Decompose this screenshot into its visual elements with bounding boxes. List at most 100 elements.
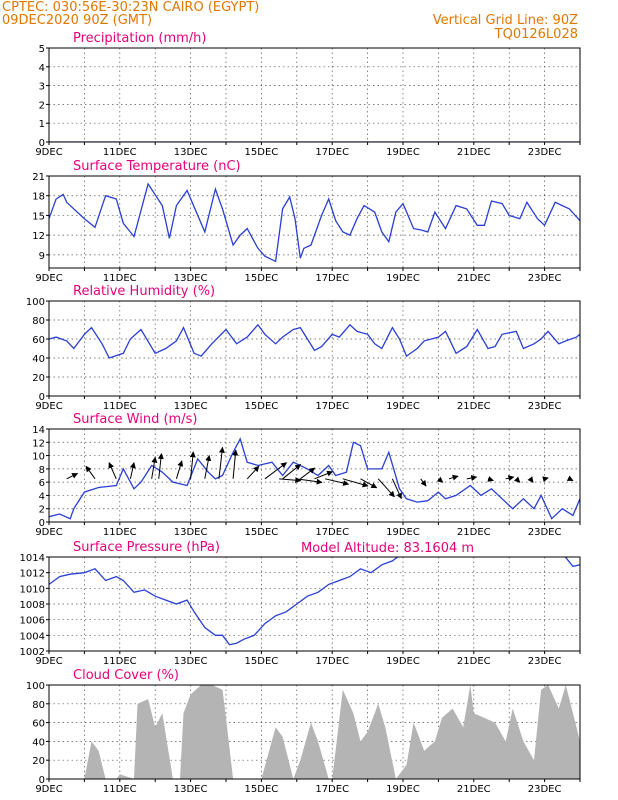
- wind-arrow: [420, 478, 427, 487]
- y-tick-label: 80: [32, 700, 45, 711]
- series-line: [49, 323, 580, 359]
- panel-title: Cloud Cover (%): [73, 668, 179, 683]
- x-tick-label: 13DEC: [174, 784, 208, 795]
- y-tick-label: 40: [32, 354, 45, 365]
- y-tick-label: 2: [39, 100, 45, 111]
- wind-arrow: [527, 476, 534, 483]
- x-tick-label: 23DEC: [528, 147, 562, 158]
- station-header: CPTEC: 030:56E-30:23N CAIRO (EGYPT): [2, 0, 259, 15]
- series-line: [49, 557, 580, 646]
- x-tick-label: 17DEC: [315, 656, 349, 667]
- panel-title: Surface Pressure (hPa): [73, 540, 220, 555]
- x-tick-label: 19DEC: [386, 401, 420, 412]
- wind-arrow: [314, 470, 334, 480]
- x-tick-label: 21DEC: [457, 401, 491, 412]
- run-id: TQ0126L028: [494, 27, 578, 42]
- y-tick-label: 9: [39, 251, 45, 262]
- panel-surface-pressure: Surface Pressure (hPa) 1002 1004 1006 1008 10…: [20, 540, 581, 667]
- wind-arrow: [151, 456, 158, 479]
- wind-arrow: [85, 465, 96, 480]
- grid: [49, 557, 580, 651]
- plot-frame: [48, 47, 581, 143]
- wind-arrow: [448, 474, 459, 481]
- series: [49, 685, 580, 779]
- wind-arrows: [66, 446, 574, 500]
- wind-arrow: [391, 478, 402, 500]
- x-tick-label: 9DEC: [35, 273, 62, 284]
- x-tick-label: 23DEC: [528, 656, 562, 667]
- panel-surface-temperature: Surface Temperature (nC) 9 12 15 18 21 9DEC 11D…: [32, 159, 581, 284]
- x-tick-label: 11DEC: [103, 784, 137, 795]
- y-tick-label: 60: [32, 719, 45, 730]
- wind-arrow: [175, 460, 184, 479]
- x-tick-label: 9DEC: [35, 401, 62, 412]
- plot-frame: [48, 175, 581, 269]
- y-tick-label: 20: [32, 373, 45, 384]
- x-tick-label: 13DEC: [174, 401, 208, 412]
- grid: [49, 176, 580, 268]
- x-tick-label: 15DEC: [245, 147, 279, 158]
- x-tick-label: 11DEC: [103, 273, 137, 284]
- wind-arrow: [218, 446, 225, 479]
- panel-surface-wind: Surface Wind (m/s) 0 2 4 6 8 10 12 14 9DEC 11DEC 13…: [32, 412, 581, 538]
- y-tick-label: 12: [32, 231, 45, 242]
- wind-arrow: [342, 478, 369, 488]
- x-tick-label: 11DEC: [103, 401, 137, 412]
- wind-arrow: [264, 462, 288, 480]
- y-tick-label: 14: [32, 425, 45, 436]
- y-tick-label: 0: [39, 392, 45, 403]
- wind-arrow: [300, 467, 316, 480]
- y-tick-label: 60: [32, 335, 45, 346]
- y-tick-label: 20: [32, 756, 45, 767]
- y-tick-label: 1004: [20, 631, 45, 642]
- y-tick-label: 100: [26, 681, 45, 692]
- panel-cloud-cover: Cloud Cover (%) 0 20 40 60 80 100 9DEC 11DEC 13DE…: [26, 668, 581, 795]
- x-tick-label: 11DEC: [103, 147, 137, 158]
- plot-frame: [48, 300, 581, 397]
- y-tick-label: 1008: [20, 600, 45, 611]
- grid: [49, 48, 580, 142]
- series: [49, 557, 580, 646]
- panel-title: Surface Wind (m/s): [73, 412, 197, 427]
- wind-arrow: [296, 478, 323, 485]
- x-tick-label: 19DEC: [386, 147, 420, 158]
- wind-arrow: [129, 462, 136, 479]
- x-tick-label: 9DEC: [35, 147, 62, 158]
- y-tick-label: 8: [39, 465, 45, 476]
- x-tick-label: 19DEC: [386, 527, 420, 538]
- panel-title: Relative Humidity (%): [73, 284, 215, 299]
- x-tick-label: 23DEC: [528, 784, 562, 795]
- x-tick-label: 19DEC: [386, 656, 420, 667]
- x-tick-label: 17DEC: [315, 401, 349, 412]
- panel-title: Surface Temperature (nC): [73, 159, 241, 174]
- x-tick-label: 9DEC: [35, 784, 62, 795]
- y-tick-label: 10: [32, 452, 45, 463]
- x-tick-label: 21DEC: [457, 527, 491, 538]
- y-tick-label: 21: [32, 172, 45, 183]
- wind-arrow: [360, 478, 378, 489]
- x-tick-label: 13DEC: [174, 527, 208, 538]
- wind-arrow: [377, 478, 395, 498]
- x-tick-label: 15DEC: [245, 656, 279, 667]
- wind-arrow: [566, 475, 574, 482]
- y-tick-label: 1010: [20, 584, 45, 595]
- x-tick-label: 17DEC: [315, 527, 349, 538]
- x-tick-label: 21DEC: [457, 273, 491, 284]
- y-tick-label: 1012: [20, 569, 45, 580]
- series: [49, 437, 580, 520]
- y-tick-label: 1006: [20, 616, 45, 627]
- plot-frame: [48, 684, 581, 780]
- wind-arrow: [282, 464, 302, 480]
- plot-frame: [48, 428, 581, 523]
- series: [49, 182, 580, 263]
- x-tick-label: 15DEC: [245, 784, 279, 795]
- grid-note: Vertical Grid Line: 90Z: [433, 13, 578, 28]
- x-tick-label: 13DEC: [174, 656, 208, 667]
- y-tick-label: 100: [26, 297, 45, 308]
- panel-precipitation: Precipitation (mm/h) 0 1 2 3 4 5 9DEC 11DEC 13DEC…: [35, 31, 581, 158]
- y-tick-label: 0: [39, 138, 45, 149]
- series-line: [49, 437, 580, 520]
- wind-arrow: [325, 478, 350, 486]
- wind-arrow: [246, 465, 260, 480]
